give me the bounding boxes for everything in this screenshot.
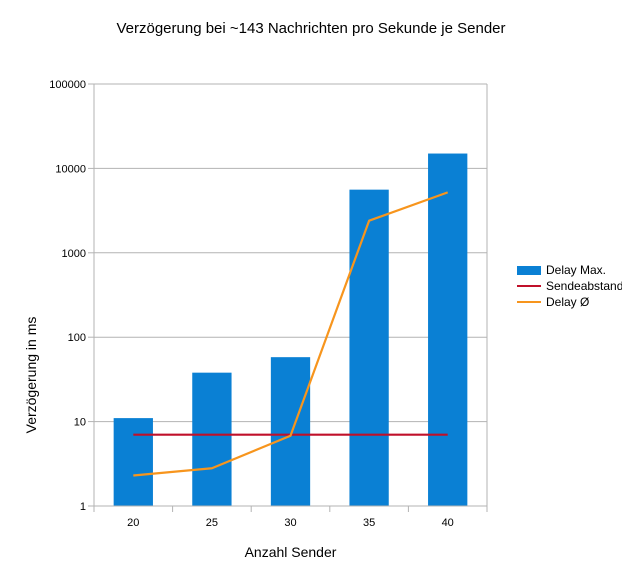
x-tick-label: 20 (127, 517, 139, 529)
y-tick-label: 1000 (62, 248, 86, 260)
legend-label: Sendeabstand (546, 279, 622, 293)
x-tick-label: 25 (206, 517, 218, 529)
chart-title: Verzögerung bei ~143 Nachrichten pro Sek… (116, 20, 506, 37)
x-tick-label: 30 (284, 517, 296, 529)
y-tick-label: 100 (68, 332, 86, 344)
bar (349, 189, 389, 506)
legend-label: Delay Ø (546, 295, 589, 309)
y-tick-label: 100000 (49, 79, 86, 91)
bar (270, 357, 311, 506)
bar (428, 153, 468, 506)
bar (113, 418, 153, 506)
y-tick-label: 10000 (55, 163, 86, 175)
y-tick-label: 1 (80, 501, 86, 513)
x-tick-label: 40 (442, 517, 454, 529)
bar-series (113, 153, 468, 506)
legend-swatch (517, 266, 541, 275)
legend-label: Delay Max. (546, 263, 606, 277)
bar (192, 372, 232, 506)
axes: 1 10 100 1000 10000 100000 20 25 30 35 40 (49, 79, 488, 529)
x-tick-label: 35 (363, 517, 375, 529)
line-series (133, 191, 449, 477)
y-tick-label: 10 (74, 417, 86, 429)
x-axis-title: Anzahl Sender (244, 544, 337, 560)
legend: Delay Max. Sendeabstand Delay Ø (517, 263, 622, 309)
series-line (133, 191, 449, 477)
